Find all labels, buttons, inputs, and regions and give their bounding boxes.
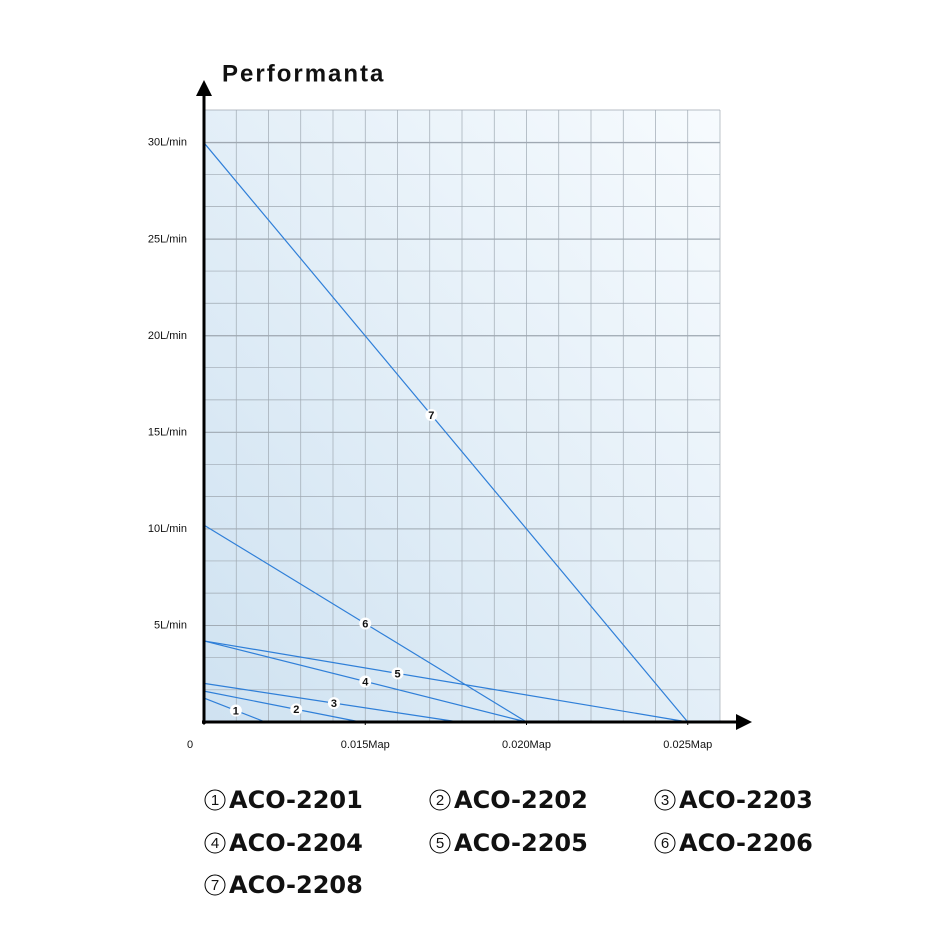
line-label: 6 xyxy=(362,618,368,630)
x-tick-label: 0.020Map xyxy=(502,739,551,751)
legend-label: ACO-2208 xyxy=(229,871,363,899)
legend-marker: 2 xyxy=(436,792,444,809)
y-tick-label: 5L/min xyxy=(154,619,187,631)
legend-label: ACO-2204 xyxy=(229,829,363,857)
x-tick-label: 0 xyxy=(187,739,193,751)
legend-marker-circle xyxy=(429,789,451,811)
line-label: 4 xyxy=(362,676,369,688)
y-tick-label: 25L/min xyxy=(148,233,187,245)
line-label: 3 xyxy=(331,698,337,710)
legend-marker: 7 xyxy=(211,877,219,894)
legend-marker: 4 xyxy=(211,835,219,852)
y-tick-label: 30L/min xyxy=(148,137,187,149)
legend-marker-circle xyxy=(204,789,226,811)
legend-marker-circle xyxy=(654,832,676,854)
line-label-bg xyxy=(359,617,372,630)
line-label: 5 xyxy=(394,668,400,680)
legend-marker: 6 xyxy=(661,835,669,852)
legend-marker: 5 xyxy=(436,835,444,852)
chart-title: Performanta xyxy=(222,60,385,87)
line-label: 1 xyxy=(233,705,239,717)
line-label: 2 xyxy=(293,704,299,716)
legend-marker-circle xyxy=(204,832,226,854)
line-label: 7 xyxy=(428,410,434,422)
line-label-bg xyxy=(391,667,404,680)
series-line xyxy=(203,690,361,723)
y-tick-label: 15L/min xyxy=(148,426,187,438)
series-line xyxy=(203,142,689,723)
line-label-bg xyxy=(425,409,438,422)
line-label-bg xyxy=(229,704,242,717)
line-label-bg xyxy=(359,675,372,688)
legend-label: ACO-2206 xyxy=(679,829,813,857)
series-line xyxy=(203,640,688,723)
legend-label: ACO-2205 xyxy=(454,829,588,857)
line-label-bg xyxy=(290,703,303,716)
legend-label: ACO-2201 xyxy=(229,786,363,814)
y-axis-arrow xyxy=(196,80,212,96)
legend-label: ACO-2203 xyxy=(679,786,813,814)
legend-marker: 3 xyxy=(661,792,669,809)
y-tick-label: 10L/min xyxy=(148,523,187,535)
x-axis-arrow xyxy=(736,714,752,730)
legend-label: ACO-2202 xyxy=(454,786,588,814)
x-tick-label: 0.015Map xyxy=(341,739,390,751)
legend-marker-circle xyxy=(429,832,451,854)
line-label-bg xyxy=(327,697,340,710)
y-tick-label: 20L/min xyxy=(148,330,187,342)
legend-marker: 1 xyxy=(211,792,219,809)
legend-marker-circle xyxy=(204,874,226,896)
x-tick-label: 0.025Map xyxy=(663,739,712,751)
legend-marker-circle xyxy=(654,789,676,811)
